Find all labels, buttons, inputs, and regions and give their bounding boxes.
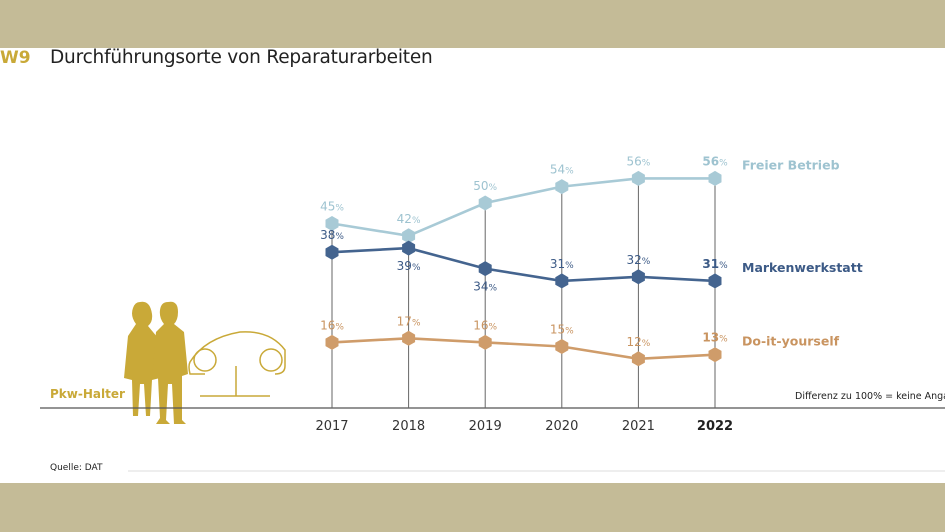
data-point-markenwerkstatt bbox=[478, 261, 492, 277]
data-point-freier-betrieb bbox=[478, 195, 492, 211]
data-label-freier-betrieb: 56% bbox=[702, 154, 728, 168]
data-point-do-it-yourself bbox=[402, 330, 416, 346]
data-point-do-it-yourself bbox=[708, 347, 722, 363]
data-point-freier-betrieb bbox=[631, 170, 645, 186]
data-label-freier-betrieb: 45% bbox=[320, 200, 344, 214]
data-label-do-it-yourself: 17% bbox=[397, 314, 421, 328]
series-name-freier-betrieb: Freier Betrieb bbox=[742, 157, 840, 172]
data-point-freier-betrieb bbox=[325, 216, 339, 231]
series-line-do-it-yourself bbox=[331, 336, 716, 361]
man-icon bbox=[152, 301, 188, 424]
difference-note: Differenz zu 100% = keine Angaben bbox=[795, 391, 945, 402]
chart-title: Durchführungsorte von Reparaturarbeiten bbox=[50, 48, 433, 68]
series-name-do-it-yourself: Do-it-yourself bbox=[742, 334, 840, 349]
data-label-do-it-yourself: 16% bbox=[473, 318, 497, 332]
car-wheel-icon bbox=[193, 348, 217, 372]
car-owner-illustration bbox=[124, 301, 286, 424]
data-point-do-it-yourself bbox=[325, 334, 339, 350]
figure-panel: W9 Durchführungsorte von Reparaturarbeit… bbox=[0, 48, 945, 483]
data-point-markenwerkstatt bbox=[708, 273, 722, 289]
series-line-markenwerkstatt bbox=[331, 246, 716, 283]
x-tick-label: 2021 bbox=[622, 419, 655, 434]
data-point-do-it-yourself bbox=[555, 339, 569, 354]
data-point-freier-betrieb bbox=[708, 170, 722, 186]
car-wheel-icon bbox=[259, 348, 283, 372]
data-label-do-it-yourself: 13% bbox=[702, 331, 728, 345]
data-label-markenwerkstatt: 39% bbox=[397, 259, 421, 273]
data-label-markenwerkstatt: 32% bbox=[626, 253, 650, 267]
data-point-freier-betrieb bbox=[555, 179, 569, 195]
data-label-freier-betrieb: 56% bbox=[626, 154, 650, 168]
data-label-do-it-yourself: 12% bbox=[626, 335, 650, 349]
owner-label: Pkw-Halter bbox=[50, 387, 125, 401]
data-point-markenwerkstatt bbox=[402, 240, 416, 256]
series-line-freier-betrieb bbox=[331, 177, 715, 238]
data-point-markenwerkstatt bbox=[555, 273, 569, 289]
data-label-markenwerkstatt: 38% bbox=[320, 228, 344, 242]
data-label-markenwerkstatt: 34% bbox=[473, 280, 497, 294]
data-point-markenwerkstatt bbox=[631, 269, 645, 285]
car-icon bbox=[188, 331, 286, 375]
figure-id: W9 bbox=[0, 48, 31, 68]
data-point-do-it-yourself bbox=[631, 351, 645, 367]
data-label-freier-betrieb: 54% bbox=[550, 163, 574, 177]
line-chart: Pkw-Halter Differenz zu 100% = keine Ang… bbox=[40, 154, 945, 473]
data-point-do-it-yourself bbox=[478, 334, 492, 350]
source-label: Quelle: DAT bbox=[50, 463, 103, 473]
data-point-markenwerkstatt bbox=[325, 244, 339, 260]
x-tick-label: 2018 bbox=[392, 419, 425, 434]
x-tick-label: 2020 bbox=[545, 419, 578, 434]
data-label-markenwerkstatt: 31% bbox=[702, 257, 728, 271]
data-label-do-it-yourself: 16% bbox=[320, 318, 344, 332]
data-point-freier-betrieb bbox=[402, 228, 416, 244]
data-label-do-it-yourself: 15% bbox=[550, 323, 574, 337]
data-label-freier-betrieb: 42% bbox=[397, 212, 421, 226]
woman-icon bbox=[124, 301, 160, 416]
series-name-markenwerkstatt: Markenwerkstatt bbox=[742, 260, 863, 275]
x-tick-label: 2022 bbox=[697, 419, 733, 434]
x-tick-label: 2019 bbox=[469, 419, 502, 434]
data-label-freier-betrieb: 50% bbox=[473, 179, 497, 193]
data-label-markenwerkstatt: 31% bbox=[550, 257, 574, 271]
x-tick-label: 2017 bbox=[315, 419, 348, 434]
